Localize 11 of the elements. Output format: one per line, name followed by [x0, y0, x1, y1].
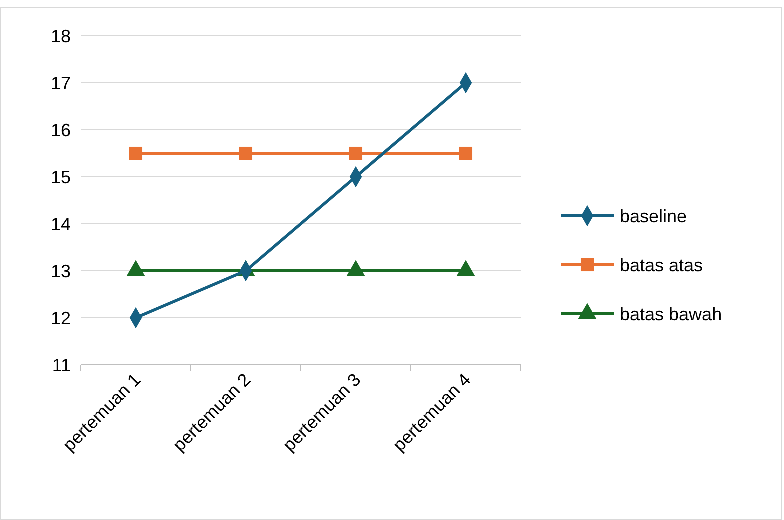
- y-tick-label: 11: [52, 355, 71, 376]
- y-tick-label: 18: [50, 26, 71, 46]
- legend-label: batas atas: [620, 255, 704, 276]
- y-tick-label: 17: [50, 73, 71, 94]
- y-tick-label: 12: [50, 308, 71, 328]
- y-tick-label: 13: [50, 261, 71, 282]
- legend-label: batas bawah: [620, 304, 722, 324]
- y-tick-label: 16: [50, 120, 71, 140]
- y-tick-label: 15: [50, 167, 71, 188]
- y-tick-label: 14: [50, 214, 71, 234]
- legend-label: baseline: [620, 206, 688, 226]
